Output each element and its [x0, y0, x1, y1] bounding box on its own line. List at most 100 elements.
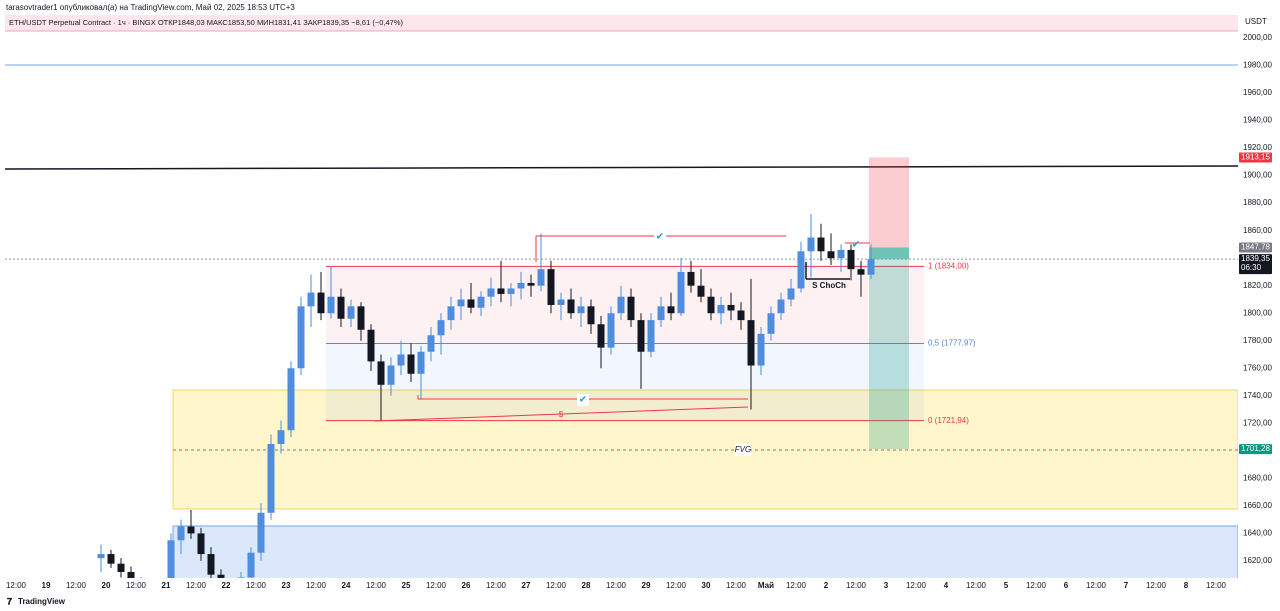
x-tick-label: 30 — [702, 581, 711, 590]
candle-body — [657, 306, 665, 321]
x-tick-label: 12:00 — [906, 581, 927, 590]
candle-body — [727, 304, 735, 311]
candle-body — [317, 292, 325, 314]
candle-body — [547, 269, 555, 305]
y-tick-label: 1760,00 — [1243, 363, 1272, 372]
y-tick-label: 2000,00 — [1243, 33, 1272, 42]
x-tick-label: 20 — [102, 581, 111, 590]
candle-body — [257, 512, 265, 553]
y-tick-label: 1860,00 — [1243, 226, 1272, 235]
candle-body — [197, 533, 205, 555]
label-backdrop — [577, 394, 589, 406]
x-tick-label: 12:00 — [1206, 581, 1227, 590]
candle-body — [607, 313, 615, 348]
y-tick-label: 1620,00 — [1243, 556, 1272, 565]
stop-price-label-bg — [1239, 152, 1272, 163]
candle-body — [737, 310, 745, 321]
candle-body — [167, 540, 175, 578]
candles — [97, 214, 875, 578]
candle-body — [477, 296, 485, 308]
x-tick-label: 7 — [1124, 581, 1129, 590]
candle-body — [217, 574, 225, 578]
fvg-label: FVG — [735, 445, 751, 454]
candle-body — [177, 526, 185, 541]
y-tick-label: 1640,00 — [1243, 529, 1272, 538]
candle-body — [437, 320, 445, 336]
candle-body — [267, 443, 275, 513]
candle-body — [827, 251, 835, 259]
target-price-label: 1701,28 — [1241, 444, 1270, 453]
candle-body — [577, 306, 585, 314]
candle-body — [857, 269, 865, 275]
candle-body — [387, 365, 395, 385]
candle-body — [807, 237, 815, 252]
target-zone — [869, 247, 909, 450]
candle-body — [627, 296, 635, 321]
fib-label: 1 (1834,00) — [928, 262, 969, 271]
x-tick-label: 12:00 — [246, 581, 267, 590]
candle-body — [407, 354, 415, 374]
x-tick-label: 6 — [1064, 581, 1069, 590]
candle-body — [837, 249, 845, 259]
candle-body — [747, 320, 755, 366]
candle-body — [277, 430, 285, 444]
x-tick-label: 12:00 — [486, 581, 507, 590]
x-tick-label: 12:00 — [366, 581, 387, 590]
candle-body — [787, 288, 795, 300]
candle-body — [597, 324, 605, 348]
currency: USDT — [1245, 17, 1267, 26]
candle-body — [527, 282, 535, 286]
x-tick-label: 12:00 — [606, 581, 627, 590]
candle-body — [297, 306, 305, 369]
x-tick-label: 12:00 — [666, 581, 687, 590]
check-mark: ✔ — [852, 240, 860, 251]
legend: ETH/USDT Perpetual Contract · 1ч · BINGX… — [9, 18, 403, 27]
axis-layer: 1620,001640,001660,001680,001700,001720,… — [6, 33, 1272, 590]
candle-body — [777, 299, 785, 314]
demand-zone — [172, 525, 1239, 587]
x-tick-label: 12:00 — [66, 581, 87, 590]
entry-price-label-bg — [1239, 242, 1272, 253]
x-tick-label: 12:00 — [306, 581, 327, 590]
x-tick-label: 12:00 — [1026, 581, 1047, 590]
stop-price-label: 1913,15 — [1241, 153, 1270, 162]
x-tick-label: 21 — [162, 581, 171, 590]
y-tick-label: 1820,00 — [1243, 281, 1272, 290]
fib-label: 0,5 (1777,97) — [928, 339, 976, 348]
candle-body — [817, 237, 825, 252]
x-tick-label: 5 — [1004, 581, 1009, 590]
candle-body — [557, 299, 565, 305]
x-tick-label: 19 — [42, 581, 51, 590]
candle-body — [247, 552, 255, 578]
candle-body — [757, 333, 765, 366]
stop-zone — [869, 157, 909, 248]
check-mark: ✔ — [579, 395, 587, 406]
y-tick-label: 1880,00 — [1243, 198, 1272, 207]
candle-body — [867, 259, 875, 275]
x-tick-label: 2 — [824, 581, 829, 590]
x-tick-label: 12:00 — [426, 581, 447, 590]
candle-body — [287, 368, 295, 431]
candle-body — [647, 320, 655, 352]
y-tick-label: 1680,00 — [1243, 473, 1272, 482]
y-tick-label: 1940,00 — [1243, 116, 1272, 125]
candle-body — [697, 285, 705, 297]
fib-zone-upper — [326, 266, 924, 344]
last-price-label-bg — [1239, 254, 1272, 275]
candle-body — [457, 299, 465, 307]
x-tick-label: 26 — [462, 581, 471, 590]
y-tick-label: 1920,00 — [1243, 143, 1272, 152]
candle-body — [677, 271, 685, 314]
label-backdrop — [735, 444, 751, 456]
candle-body — [347, 306, 355, 319]
y-tick-label: 1660,00 — [1243, 501, 1272, 510]
candle-body — [327, 296, 335, 314]
x-tick-label: 28 — [582, 581, 591, 590]
x-tick-label: 29 — [642, 581, 651, 590]
candle-body — [307, 292, 315, 307]
x-tick-label: 25 — [402, 581, 411, 590]
legend-band — [5, 15, 1238, 31]
x-tick-label: 8 — [1184, 581, 1189, 590]
